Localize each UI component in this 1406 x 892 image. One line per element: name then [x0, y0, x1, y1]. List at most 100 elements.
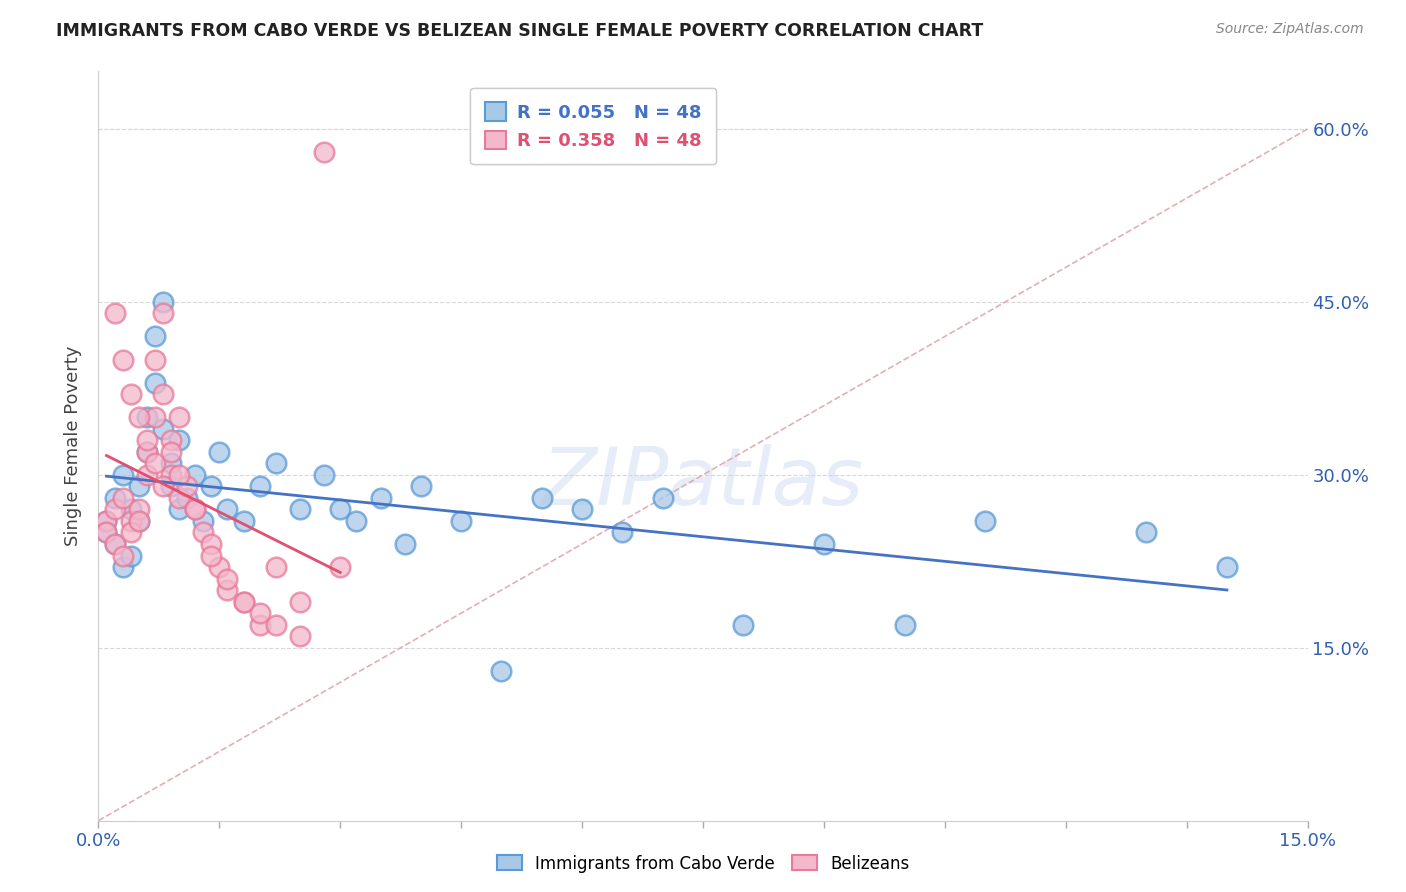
Point: [167, 434, 190, 448]
Point: [128, 514, 150, 528]
Legend: R = 0.055   N = 48, R = 0.358   N = 48: R = 0.055 N = 48, R = 0.358 N = 48: [470, 88, 716, 164]
Point: [288, 502, 311, 516]
Point: [152, 422, 174, 436]
Point: [288, 629, 311, 643]
Point: [733, 617, 755, 632]
Point: [370, 491, 392, 505]
Point: [394, 537, 416, 551]
Point: [111, 467, 134, 482]
Point: [120, 387, 142, 401]
Point: [217, 572, 239, 586]
Point: [128, 514, 150, 528]
Point: [651, 491, 673, 505]
Point: [288, 594, 311, 608]
Point: [1135, 525, 1157, 540]
Point: [135, 444, 157, 458]
Point: [143, 329, 166, 343]
Point: [103, 502, 125, 516]
Point: [249, 617, 271, 632]
Point: [103, 537, 125, 551]
Point: [120, 514, 142, 528]
Point: [264, 617, 287, 632]
Point: [184, 467, 207, 482]
Legend: Immigrants from Cabo Verde, Belizeans: Immigrants from Cabo Verde, Belizeans: [491, 848, 915, 880]
Point: [120, 549, 142, 563]
Point: [193, 514, 215, 528]
Point: [208, 444, 231, 458]
Point: [160, 456, 183, 470]
Point: [128, 502, 150, 516]
Point: [184, 502, 207, 516]
Point: [143, 456, 166, 470]
Point: [249, 606, 271, 620]
Point: [160, 434, 183, 448]
Point: [232, 594, 254, 608]
Point: [232, 514, 254, 528]
Point: [409, 479, 432, 493]
Point: [96, 525, 118, 540]
Point: [314, 467, 336, 482]
Point: [571, 502, 593, 516]
Text: ZIPatlas: ZIPatlas: [541, 444, 865, 523]
Point: [135, 444, 157, 458]
Point: [167, 502, 190, 516]
Point: [120, 525, 142, 540]
Point: [264, 560, 287, 574]
Point: [974, 514, 997, 528]
Point: [813, 537, 835, 551]
Point: [128, 410, 150, 425]
Point: [160, 479, 183, 493]
Point: [111, 560, 134, 574]
Point: [167, 467, 190, 482]
Point: [143, 410, 166, 425]
Point: [450, 514, 472, 528]
Point: [111, 352, 134, 367]
Point: [120, 502, 142, 516]
Point: [152, 294, 174, 309]
Point: [232, 594, 254, 608]
Text: Source: ZipAtlas.com: Source: ZipAtlas.com: [1216, 22, 1364, 37]
Point: [103, 491, 125, 505]
Point: [135, 434, 157, 448]
Point: [143, 376, 166, 390]
Point: [152, 387, 174, 401]
Point: [160, 467, 183, 482]
Point: [200, 549, 222, 563]
Y-axis label: Single Female Poverty: Single Female Poverty: [65, 346, 83, 546]
Point: [167, 491, 190, 505]
Point: [96, 514, 118, 528]
Point: [128, 479, 150, 493]
Point: [217, 502, 239, 516]
Point: [103, 537, 125, 551]
Point: [152, 306, 174, 320]
Point: [314, 145, 336, 159]
Point: [208, 560, 231, 574]
Point: [344, 514, 367, 528]
Point: [329, 502, 352, 516]
Point: [612, 525, 634, 540]
Point: [530, 491, 553, 505]
Point: [491, 664, 513, 678]
Point: [176, 491, 198, 505]
Point: [135, 467, 157, 482]
Point: [249, 479, 271, 493]
Point: [167, 410, 190, 425]
Point: [200, 537, 222, 551]
Point: [893, 617, 915, 632]
Point: [193, 525, 215, 540]
Point: [329, 560, 352, 574]
Point: [111, 491, 134, 505]
Point: [96, 525, 118, 540]
Text: IMMIGRANTS FROM CABO VERDE VS BELIZEAN SINGLE FEMALE POVERTY CORRELATION CHART: IMMIGRANTS FROM CABO VERDE VS BELIZEAN S…: [56, 22, 983, 40]
Point: [96, 514, 118, 528]
Point: [160, 444, 183, 458]
Point: [143, 352, 166, 367]
Point: [184, 502, 207, 516]
Point: [1216, 560, 1239, 574]
Point: [152, 479, 174, 493]
Point: [200, 479, 222, 493]
Point: [111, 549, 134, 563]
Point: [103, 306, 125, 320]
Point: [217, 583, 239, 598]
Point: [264, 456, 287, 470]
